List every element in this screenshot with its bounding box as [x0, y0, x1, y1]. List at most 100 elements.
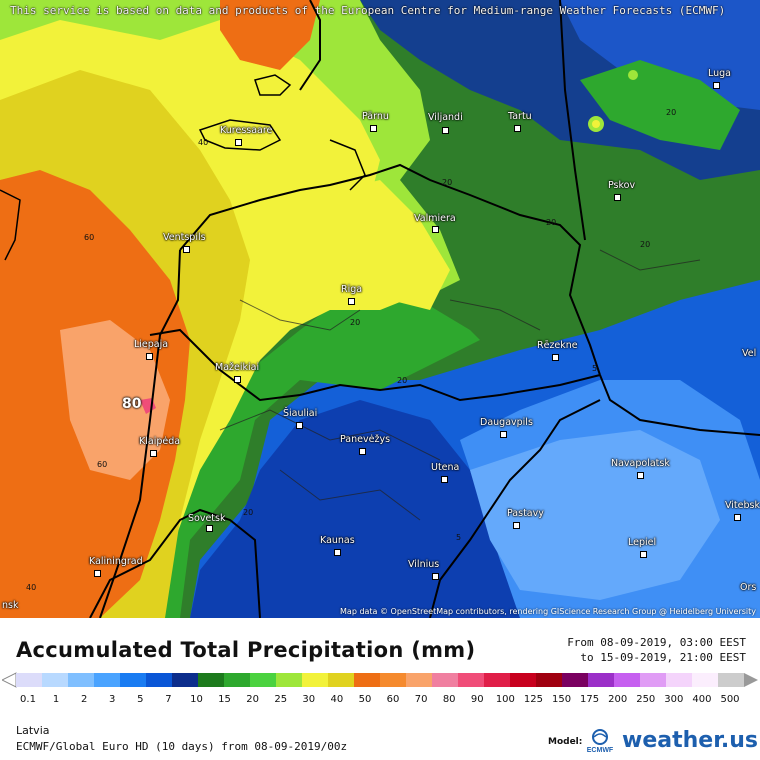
map-canvas: [0, 0, 760, 618]
city-marker: [500, 431, 507, 438]
scale-tick-label: 400: [692, 694, 712, 705]
city-label[interactable]: Daugavpils: [480, 417, 533, 428]
city-label[interactable]: Lepiel: [628, 537, 657, 548]
scale-arrow-left: [2, 672, 17, 688]
city-label[interactable]: Sovetsk: [188, 513, 226, 524]
scale-arrow-right: [744, 673, 758, 687]
scale-tick-label: 80: [442, 694, 456, 705]
city-label[interactable]: Rēzekne: [537, 340, 578, 351]
scale-swatch: [68, 673, 95, 687]
ecmwf-logo: ECMWF: [587, 729, 614, 754]
contour-label: 20: [666, 108, 677, 117]
scale-swatch: [328, 673, 355, 687]
city-label[interactable]: Navapolatsk: [611, 458, 670, 469]
city-label[interactable]: Luga: [708, 68, 731, 79]
contour-label: 20: [442, 178, 453, 187]
city-label[interactable]: Panevėžys: [340, 434, 391, 445]
city-label[interactable]: Vel: [742, 348, 757, 359]
scale-tick-label: 7: [165, 694, 172, 705]
scale-tick-label: 3: [109, 694, 116, 705]
city-marker: [640, 551, 647, 558]
scale-swatch: [666, 673, 693, 687]
city-label[interactable]: Pärnu: [362, 111, 389, 122]
scale-tick-label: 60: [386, 694, 400, 705]
city-marker: [94, 570, 101, 577]
scale-tick-label: 0.1: [20, 694, 36, 705]
city-label[interactable]: Klaipėda: [139, 436, 181, 447]
scale-swatch: [510, 673, 537, 687]
scale-tick-label: 150: [551, 694, 572, 705]
scale-tick-label: 5: [137, 694, 144, 705]
brand-logo[interactable]: weather.us: [622, 728, 759, 753]
city-label[interactable]: nsk: [2, 600, 19, 611]
city-marker: [150, 450, 157, 457]
scale-swatch: [302, 673, 329, 687]
city-label[interactable]: Pskov: [608, 180, 636, 191]
precipitation-map[interactable]: This service is based on data and produc…: [0, 0, 760, 618]
scale-swatch: [172, 673, 199, 687]
period-to: to 15-09-2019, 21:00 EEST: [580, 651, 746, 664]
city-label[interactable]: Valmiera: [414, 213, 456, 224]
scale-swatch: [146, 673, 173, 687]
model-info: ECMWF/Global Euro HD (10 days) from 08-0…: [16, 740, 348, 753]
scale-tick-label: 100: [495, 694, 515, 705]
scale-ticks: 0.1 1 2 3 5 7 10 15 20 25 30 40 50 60 70 80 90 100 125 150 1…: [0, 694, 760, 708]
city-label[interactable]: Šiauliai: [283, 408, 318, 419]
scale-tick-label: 90: [470, 694, 484, 705]
scale-tick-label: 200: [608, 694, 628, 705]
city-marker: [370, 125, 377, 132]
city-label[interactable]: Ors: [740, 582, 757, 593]
city-label[interactable]: Ventspils: [163, 232, 206, 243]
city-label[interactable]: Utena: [431, 462, 460, 473]
city-label[interactable]: Kaliningrad: [89, 556, 143, 567]
scale-swatch: [458, 673, 485, 687]
scale-swatch: [276, 673, 303, 687]
scale-swatch: [536, 673, 563, 687]
city-label[interactable]: Riga: [341, 284, 363, 295]
city-marker: [513, 522, 520, 529]
city-marker: [183, 246, 190, 253]
scale-tick-label: 10: [190, 694, 203, 705]
city-label[interactable]: Mažeikiai: [215, 362, 260, 373]
city-label[interactable]: Liepaja: [134, 339, 169, 350]
scale-swatch: [354, 673, 381, 687]
city-label[interactable]: Tartu: [508, 111, 532, 122]
scale-swatch: [120, 673, 147, 687]
contour-label: 20: [546, 218, 557, 227]
city-marker: [514, 125, 521, 132]
scale-swatch: [692, 673, 719, 687]
city-label[interactable]: Vilnius: [408, 559, 440, 570]
max-value-label: 80: [122, 396, 142, 412]
scale-swatch: [224, 673, 251, 687]
chart-title: Accumulated Total Precipitation (mm): [16, 638, 476, 662]
scale-tick-label: 25: [274, 694, 288, 705]
contour-label: 60: [84, 233, 95, 242]
scale-swatch: [42, 673, 69, 687]
period-from: From 08-09-2019, 03:00 EEST: [567, 636, 746, 649]
city-label[interactable]: Vitebsk: [725, 500, 760, 511]
scale-swatch: [432, 673, 459, 687]
scale-swatch: [562, 673, 589, 687]
scale-swatch: [16, 673, 43, 687]
city-marker: [432, 226, 439, 233]
city-marker: [432, 573, 439, 580]
ecmwf-logo-text: ECMWF: [587, 747, 614, 754]
scale-tick-label: 250: [636, 694, 656, 705]
scale-swatch: [588, 673, 615, 687]
map-credits[interactable]: Map data © OpenStreetMap contributors, r…: [340, 607, 756, 616]
ecmwf-notice: This service is based on data and produc…: [10, 4, 726, 17]
city-marker: [348, 298, 355, 305]
city-marker: [734, 514, 741, 521]
city-label[interactable]: Kuressaare: [220, 125, 273, 136]
color-scale: [2, 672, 758, 688]
city-label[interactable]: Viljandi: [428, 112, 463, 123]
city-marker: [359, 448, 366, 455]
scale-swatch: [198, 673, 225, 687]
scale-swatch: [380, 673, 407, 687]
city-marker: [552, 354, 559, 361]
city-label[interactable]: Pastavy: [507, 508, 544, 519]
contour-label: 5: [592, 364, 598, 373]
scale-swatch: [406, 673, 433, 687]
scale-tick-label: 50: [358, 694, 372, 705]
city-label[interactable]: Kaunas: [320, 535, 355, 546]
